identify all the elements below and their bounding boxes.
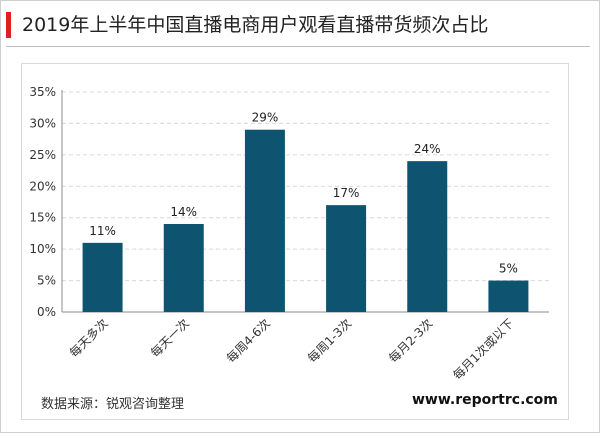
data-label: 5% (499, 262, 518, 276)
y-tick-label: 15% (29, 211, 56, 225)
data-label: 11% (89, 224, 116, 238)
y-tick-label: 5% (37, 274, 56, 288)
y-tick-label: 0% (37, 305, 56, 319)
data-label: 17% (333, 186, 360, 200)
plot-frame (21, 63, 569, 420)
title-divider (6, 46, 590, 47)
x-category-label: 每周4-6次 (223, 316, 273, 366)
x-category-label: 每月2-3次 (385, 316, 435, 366)
x-category-label: 每周1-3次 (304, 316, 354, 366)
bar (407, 161, 448, 312)
bar (488, 280, 529, 312)
y-tick-label: 30% (29, 116, 56, 130)
y-tick-label: 25% (29, 148, 56, 162)
data-label: 14% (170, 205, 197, 219)
chart-title: 2019年上半年中国直播电商用户观看直播带货频次占比 (22, 14, 489, 36)
bar (163, 224, 204, 312)
y-tick-label: 10% (29, 242, 56, 256)
bar (326, 205, 367, 312)
y-tick-label: 35% (29, 85, 56, 99)
data-label: 24% (414, 142, 441, 156)
y-tick-label: 20% (29, 179, 56, 193)
x-category-label: 每天一次 (147, 316, 192, 361)
x-category-label: 每月1次或以下 (450, 316, 517, 383)
bar (244, 129, 285, 312)
website-url: www.reportrc.com (412, 392, 558, 408)
title-accent-bar (6, 12, 11, 38)
x-category-label: 每天多次 (66, 316, 111, 361)
data-source: 数据来源：锐观咨询整理 (41, 397, 185, 412)
bar (82, 242, 123, 312)
data-label: 29% (252, 111, 279, 125)
